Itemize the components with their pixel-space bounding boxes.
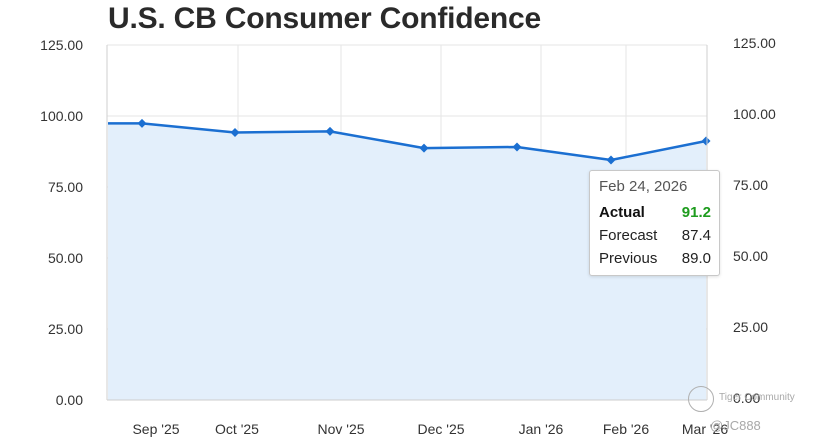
series-area — [108, 118, 711, 400]
y-tick-label-right: 0.00 — [733, 390, 760, 406]
series-line — [108, 122, 707, 162]
x-tick-label: Mar '26 — [682, 421, 728, 437]
x-tick-label: Jan '26 — [519, 421, 564, 437]
tooltip-row-forecast: Forecast 87.4 — [599, 224, 711, 247]
data-point — [137, 118, 147, 128]
x-tick-label: Nov '25 — [317, 421, 364, 437]
x-tick-label: Feb '26 — [603, 421, 649, 437]
tooltip-previous-label: Previous — [599, 250, 658, 267]
data-point — [701, 136, 711, 146]
watermark-handle: @JC888 — [710, 418, 761, 433]
tooltip-row-actual: Actual 91.2 — [599, 201, 711, 224]
data-tooltip: Feb 24, 2026 Actual 91.2 Forecast 87.4 P… — [589, 170, 720, 276]
y-tick-label-right: 125.00 — [733, 35, 776, 51]
x-tick-label: Dec '25 — [417, 421, 464, 437]
watermark-brand: Tiger Community — [719, 392, 795, 403]
data-point — [230, 127, 240, 137]
y-tick-label-left: 0.00 — [56, 392, 83, 408]
y-tick-label-left: 100.00 — [40, 108, 83, 124]
series-area-fill — [108, 123, 706, 400]
x-tick-label: Oct '25 — [215, 421, 259, 437]
y-tick-label-left: 75.00 — [48, 179, 83, 195]
y-axis-left-labels: 0.00 25.00 50.00 75.00 100.00 125.00 — [40, 37, 83, 408]
y-tick-label-left: 50.00 — [48, 250, 83, 266]
data-point — [325, 126, 335, 136]
tooltip-forecast-value: 87.4 — [681, 227, 711, 244]
tooltip-forecast-label: Forecast — [599, 227, 658, 244]
tooltip-actual-label: Actual — [599, 204, 645, 221]
y-tick-label-left: 125.00 — [40, 37, 83, 53]
y-tick-label-right: 50.00 — [733, 248, 768, 264]
tooltip-actual-value: 91.2 — [681, 204, 711, 221]
data-point — [606, 155, 616, 165]
chart-title: U.S. CB Consumer Confidence — [108, 2, 541, 35]
y-tick-label-left: 25.00 — [48, 321, 83, 337]
data-point — [419, 143, 429, 153]
y-tick-label-right: 75.00 — [733, 177, 768, 193]
watermark: Tiger Community @JC888 — [688, 386, 808, 442]
x-axis-labels: Sep '25 Oct '25 Nov '25 Dec '25 Jan '26 Feb '… — [132, 421, 728, 437]
tiger-logo-icon — [688, 386, 714, 412]
tooltip-date: Feb 24, 2026 — [599, 178, 688, 195]
y-axis-right-labels: 0.00 25.00 50.00 75.00 100.00 125.00 — [733, 35, 776, 406]
y-tick-label-right: 25.00 — [733, 319, 768, 335]
tooltip-previous-value: 89.0 — [681, 250, 711, 267]
data-point — [512, 142, 522, 152]
y-tick-label-right: 100.00 — [733, 106, 776, 122]
x-tick-label: Sep '25 — [132, 421, 179, 437]
tooltip-row-previous: Previous 89.0 — [599, 247, 711, 270]
